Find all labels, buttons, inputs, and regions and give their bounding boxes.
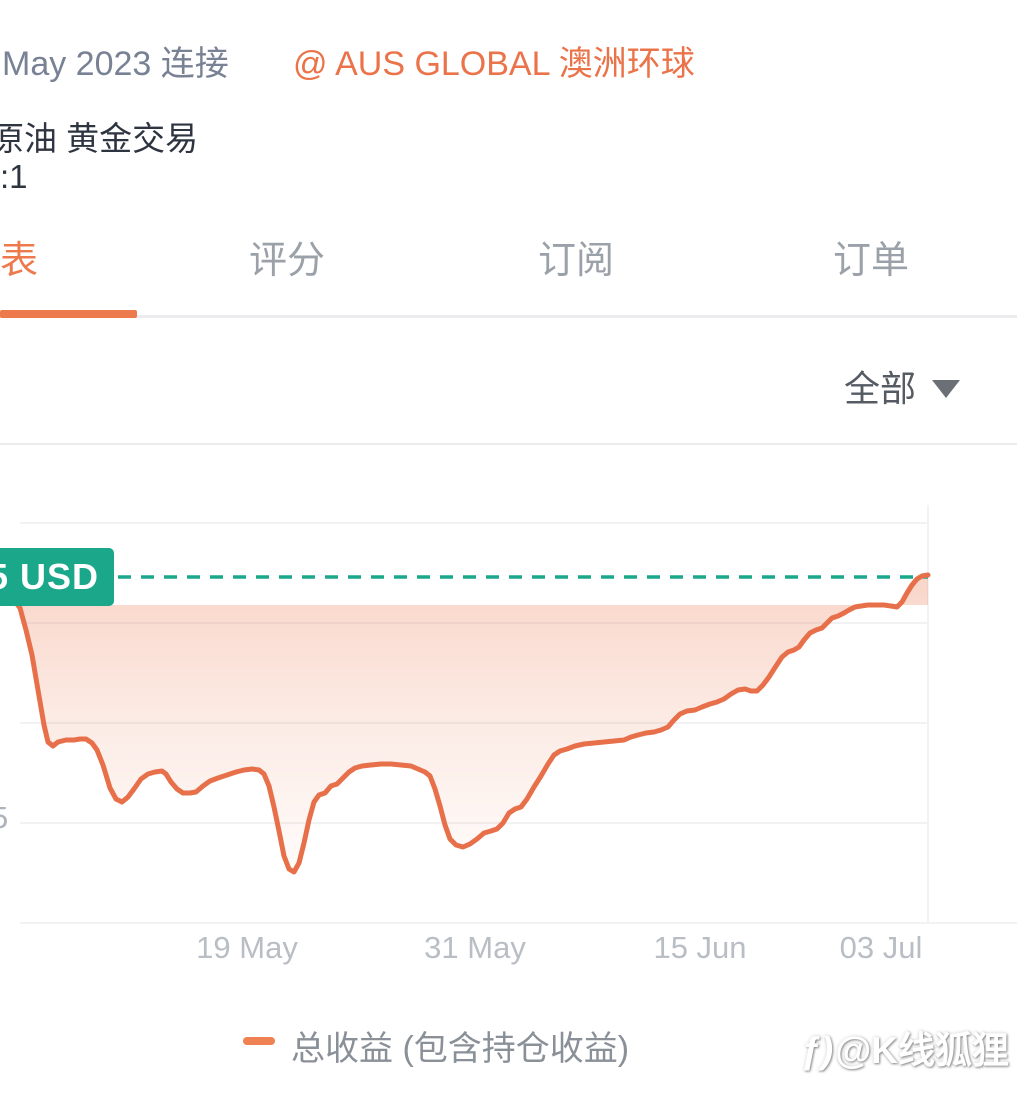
section-divider bbox=[0, 443, 1017, 445]
filter-selected-label: 全部 bbox=[843, 368, 916, 409]
tab-orders[interactable]: 订单 bbox=[832, 240, 910, 282]
strategy-title: 原油 黄金交易 bbox=[0, 120, 199, 157]
broker-link[interactable]: @ AUS GLOBAL 澳洲环球 bbox=[293, 45, 695, 83]
watermark-logo-icon: ƒ) bbox=[800, 1030, 834, 1071]
y-axis-tick-label: 5 bbox=[0, 800, 8, 836]
current-value-badge: 5 USD bbox=[0, 548, 114, 606]
legend-line-swatch bbox=[243, 1037, 275, 1045]
x-axis-tick-label: 19 May bbox=[196, 930, 298, 965]
active-tab-underline bbox=[0, 310, 137, 318]
tab-subscribe[interactable]: 订阅 bbox=[537, 240, 615, 282]
connected-date-label: May 2023 连接 bbox=[2, 45, 229, 83]
tab-track-line bbox=[0, 315, 1017, 318]
watermark-text: @K线狐狸 bbox=[835, 1030, 1009, 1071]
x-axis-tick-label: 31 May bbox=[424, 930, 526, 965]
legend-series-label: 总收益 (包含持仓收益) bbox=[291, 1030, 630, 1068]
x-axis-tick-label: 03 Jul bbox=[840, 930, 923, 965]
filter-dropdown[interactable]: 全部 bbox=[844, 360, 960, 412]
watermark: ƒ)@K线狐狸 bbox=[800, 1020, 1009, 1074]
leverage-label: :1 bbox=[0, 158, 28, 195]
tab-rating[interactable]: 评分 bbox=[248, 240, 326, 282]
tab-chart[interactable]: 表 bbox=[0, 240, 39, 282]
profit-chart-svg: 19 May 31 May 15 Jun 03 Jul bbox=[5, 505, 1017, 965]
chevron-down-icon bbox=[932, 380, 960, 398]
x-axis-tick-label: 15 Jun bbox=[653, 930, 746, 965]
